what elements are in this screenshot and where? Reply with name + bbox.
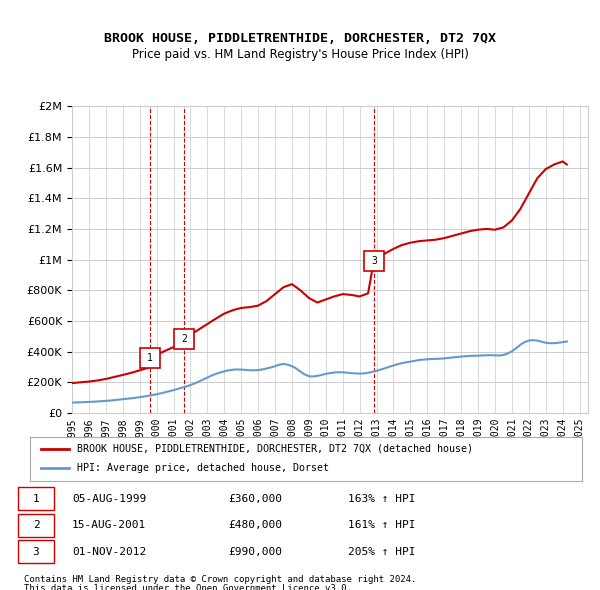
Text: HPI: Average price, detached house, Dorset: HPI: Average price, detached house, Dors… xyxy=(77,464,329,473)
Text: 3: 3 xyxy=(371,256,377,266)
Text: This data is licensed under the Open Government Licence v3.0.: This data is licensed under the Open Gov… xyxy=(24,584,352,590)
Text: 3: 3 xyxy=(32,546,40,556)
Text: Price paid vs. HM Land Registry's House Price Index (HPI): Price paid vs. HM Land Registry's House … xyxy=(131,48,469,61)
Text: Contains HM Land Registry data © Crown copyright and database right 2024.: Contains HM Land Registry data © Crown c… xyxy=(24,575,416,584)
Text: BROOK HOUSE, PIDDLETRENTHIDE, DORCHESTER, DT2 7QX (detached house): BROOK HOUSE, PIDDLETRENTHIDE, DORCHESTER… xyxy=(77,444,473,454)
Text: 1: 1 xyxy=(147,353,152,363)
Text: 2: 2 xyxy=(32,520,40,530)
Text: 205% ↑ HPI: 205% ↑ HPI xyxy=(348,546,415,556)
Text: 2: 2 xyxy=(181,335,187,345)
Text: £990,000: £990,000 xyxy=(228,546,282,556)
Text: BROOK HOUSE, PIDDLETRENTHIDE, DORCHESTER, DT2 7QX: BROOK HOUSE, PIDDLETRENTHIDE, DORCHESTER… xyxy=(104,32,496,45)
Text: 163% ↑ HPI: 163% ↑ HPI xyxy=(348,494,415,504)
Text: £360,000: £360,000 xyxy=(228,494,282,504)
Text: 1: 1 xyxy=(32,494,40,504)
FancyBboxPatch shape xyxy=(18,513,54,537)
Text: £480,000: £480,000 xyxy=(228,520,282,530)
Text: 15-AUG-2001: 15-AUG-2001 xyxy=(72,520,146,530)
FancyBboxPatch shape xyxy=(18,540,54,563)
Text: 05-AUG-1999: 05-AUG-1999 xyxy=(72,494,146,504)
Text: 161% ↑ HPI: 161% ↑ HPI xyxy=(348,520,415,530)
FancyBboxPatch shape xyxy=(18,487,54,510)
Text: 01-NOV-2012: 01-NOV-2012 xyxy=(72,546,146,556)
